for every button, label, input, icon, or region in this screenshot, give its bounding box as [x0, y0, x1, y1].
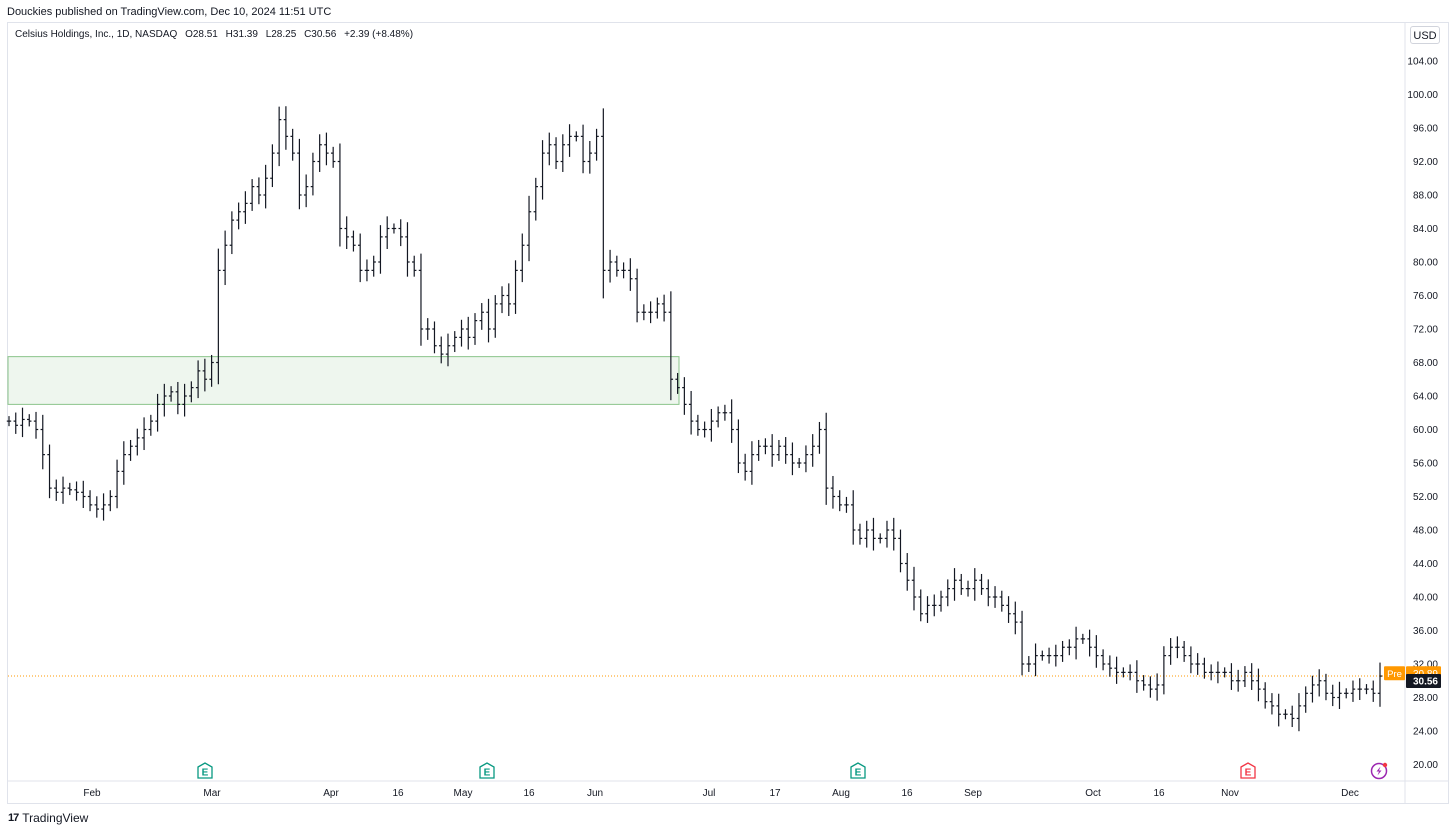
chart-legend: Celsius Holdings, Inc., 1D, NASDAQ O28.5… [15, 29, 418, 40]
publish-info: Douckies published on TradingView.com, D… [7, 6, 332, 18]
lightning-icon [1376, 766, 1382, 776]
notification-dot-icon [1382, 762, 1388, 768]
x-tick-label: Sep [964, 788, 982, 799]
x-tick-label: Oct [1085, 788, 1101, 799]
last-price-text: 30.56 [1413, 677, 1438, 688]
earnings-marker-label: E [1245, 768, 1252, 779]
earnings-marker-icon [197, 762, 213, 779]
earnings-marker-icon [1240, 762, 1256, 779]
y-tick-label: 44.00 [1413, 559, 1438, 570]
earnings-marker-icon [850, 762, 866, 779]
y-tick-label: 56.00 [1413, 459, 1438, 470]
x-tick-label: Jun [587, 788, 603, 799]
x-tick-label: 16 [1153, 788, 1165, 799]
earnings-marker-label: E [202, 768, 209, 779]
y-tick-label: 48.00 [1413, 526, 1438, 537]
y-tick-label: 104.00 [1407, 57, 1438, 68]
x-tick-label: May [454, 788, 473, 799]
x-tick-label: 16 [523, 788, 535, 799]
y-tick-label: 36.00 [1413, 626, 1438, 637]
x-tick-label: Dec [1341, 788, 1359, 799]
y-tick-label: 88.00 [1413, 191, 1438, 202]
y-tick-label: 28.00 [1413, 693, 1438, 704]
x-tick-label: Mar [203, 788, 221, 799]
legend-open: O28.51 [185, 29, 218, 40]
currency-button[interactable]: USD [1410, 26, 1440, 44]
x-tick-label: Nov [1221, 788, 1239, 799]
y-tick-label: 24.00 [1413, 727, 1438, 738]
footer-brand-label: TradingView [22, 811, 89, 825]
earnings-marker-icon [479, 762, 495, 779]
y-tick-label: 100.00 [1407, 90, 1438, 101]
earnings-marker-label: E [484, 768, 491, 779]
pre-label-text: Pre [1387, 669, 1402, 680]
x-tick-label: 17 [769, 788, 781, 799]
footer-brand[interactable]: 17 TradingView [8, 811, 88, 825]
legend-high: H31.39 [225, 29, 258, 40]
legend-change: +2.39 (+8.48%) [344, 29, 414, 40]
y-tick-label: 80.00 [1413, 258, 1438, 269]
price-zone-rectangle [7, 356, 680, 405]
earnings-marker-label: E [855, 768, 862, 779]
y-tick-label: 76.00 [1413, 291, 1438, 302]
y-tick-label: 96.00 [1413, 124, 1438, 135]
y-tick-label: 20.00 [1413, 760, 1438, 771]
x-tick-label: Aug [832, 788, 850, 799]
x-tick-label: Apr [323, 788, 339, 799]
last-price-badge [1406, 674, 1441, 689]
legend-low: L28.25 [265, 29, 297, 40]
chart-frame [7, 22, 1449, 804]
y-tick-label: 60.00 [1413, 425, 1438, 436]
y-tick-label: 32.00 [1413, 660, 1438, 671]
x-tick-label: 16 [392, 788, 404, 799]
tradingview-logo-icon: 17 [8, 812, 19, 824]
x-tick-label: 16 [901, 788, 913, 799]
y-tick-label: 40.00 [1413, 593, 1438, 604]
y-tick-label: 92.00 [1413, 157, 1438, 168]
y-tick-label: 52.00 [1413, 492, 1438, 503]
pre-label-badge [1384, 666, 1405, 681]
x-tick-label: Jul [703, 788, 716, 799]
legend-close: C30.56 [304, 29, 337, 40]
y-tick-label: 68.00 [1413, 358, 1438, 369]
x-tick-label: Feb [83, 788, 101, 799]
y-tick-label: 72.00 [1413, 325, 1438, 336]
y-tick-label: 64.00 [1413, 392, 1438, 403]
legend-symbol: Celsius Holdings, Inc., 1D, NASDAQ [15, 29, 178, 40]
y-tick-label: 84.00 [1413, 224, 1438, 235]
